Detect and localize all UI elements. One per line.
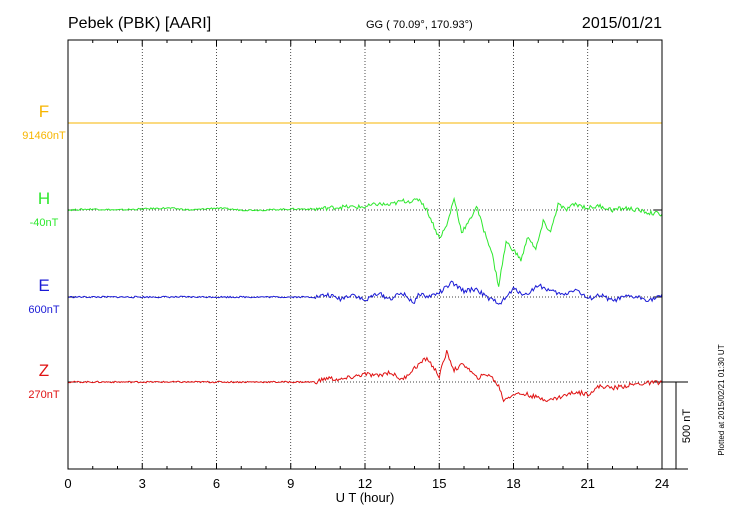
grid xyxy=(68,40,662,469)
series-group xyxy=(67,122,663,403)
series-name-e: E xyxy=(38,276,49,295)
x-tick-label: 15 xyxy=(432,476,446,491)
x-tick-label: 3 xyxy=(139,476,146,491)
series-line-e xyxy=(67,280,663,305)
series-line-h xyxy=(67,196,663,287)
series-baseline-e: 600nT xyxy=(28,304,59,316)
date-label: 2015/01/21 xyxy=(582,15,662,32)
x-tick-label: 6 xyxy=(213,476,220,491)
series-line-z xyxy=(67,350,663,403)
x-axis-label: U T (hour) xyxy=(336,490,395,505)
x-tick-label: 9 xyxy=(287,476,294,491)
x-axis: 0 3 6 9 12 15 18 21 24 xyxy=(64,40,669,491)
series-baseline-f: 91460nT xyxy=(22,130,66,142)
scale-bar: 500 nT xyxy=(662,381,693,470)
x-tick-label: 0 xyxy=(64,476,71,491)
series-name-z: Z xyxy=(39,361,49,380)
scale-bar-label: 500 nT xyxy=(681,409,693,444)
station-coordinates: GG ( 70.09°, 170.93°) xyxy=(366,19,473,31)
series-name-h: H xyxy=(38,189,50,208)
series-baseline-h: -40nT xyxy=(30,217,59,229)
series-baseline-z: 270nT xyxy=(28,389,59,401)
x-tick-label: 21 xyxy=(581,476,595,491)
plotted-timestamp: Plotted at 2015/02/21 01:30 UT xyxy=(717,344,726,455)
x-tick-label: 24 xyxy=(655,476,669,491)
x-tick-label: 18 xyxy=(506,476,520,491)
plot-frame xyxy=(67,39,663,470)
series-name-f: F xyxy=(39,102,49,121)
series-labels: F 91460nT H -40nT E 600nT Z 270nT xyxy=(22,102,66,401)
station-title: Pebek (PBK) [AARI] xyxy=(68,15,211,32)
x-tick-label: 12 xyxy=(358,476,372,491)
